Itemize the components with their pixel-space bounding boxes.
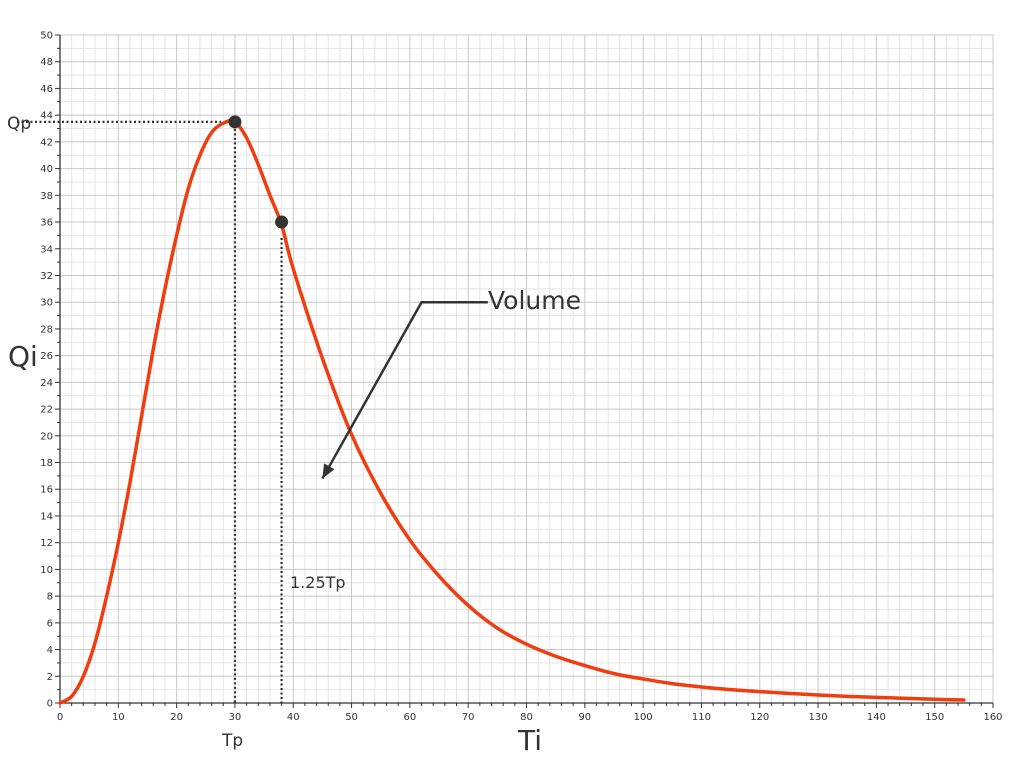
- volume-arrow-line: [321, 300, 488, 480]
- y-tick-label: 40: [40, 164, 53, 175]
- y-tick-label: 42: [40, 137, 53, 148]
- x-tick-label: 130: [809, 712, 828, 723]
- y-tick-label: 26: [40, 351, 53, 362]
- x-axis-title: Ti: [517, 724, 542, 757]
- y-tick-label: 22: [40, 405, 53, 416]
- x-tick-label: 100: [634, 712, 653, 723]
- x-tick-label: 40: [287, 712, 300, 723]
- x-tick-label: 60: [404, 712, 417, 723]
- tp125-marker: [275, 215, 289, 229]
- x-tick-label: 70: [462, 712, 475, 723]
- x-tick-label: 90: [578, 712, 591, 723]
- y-tick-label: 32: [40, 271, 53, 282]
- marker-layer: [228, 115, 289, 229]
- tp125-label: 1.25Tp: [290, 573, 346, 592]
- y-tick-label: 48: [40, 57, 53, 68]
- x-tick-label: 110: [692, 712, 711, 723]
- y-tick-label: 28: [40, 324, 53, 335]
- curve-layer: [58, 118, 966, 705]
- y-tick-label: 24: [40, 378, 53, 389]
- hydrograph-curve: [58, 118, 966, 705]
- annotation-layer: Qp Tp 1.25Tp Volume Ti Qi: [7, 114, 581, 757]
- x-tick-label: 150: [925, 712, 944, 723]
- y-tick-label: 16: [40, 485, 53, 496]
- y-tick-label: 38: [40, 191, 53, 202]
- guide-lines: [17, 120, 283, 703]
- y-axis-title: Qi: [8, 340, 38, 373]
- tp-label: Tp: [221, 731, 243, 751]
- x-tick-label: 160: [983, 712, 1002, 723]
- chart-ticks: 0 10 20 30 40 50 60 70 80 90 100 110 120 130 140 150 160…: [40, 31, 1002, 724]
- volume-arrow-head: [322, 463, 335, 479]
- y-tick-label: 12: [40, 538, 53, 549]
- peak-marker: [228, 115, 242, 129]
- x-tick-label: 0: [57, 712, 63, 723]
- y-tick-label: 4: [47, 645, 53, 656]
- x-tick-label: 20: [170, 712, 183, 723]
- chart-grid: [59, 34, 994, 704]
- y-tick-label: 0: [47, 699, 53, 710]
- x-tick-label: 80: [520, 712, 533, 723]
- x-tick-label: 50: [345, 712, 358, 723]
- qp-label: Qp: [7, 114, 31, 134]
- y-tick-label: 44: [40, 111, 53, 122]
- y-tick-label: 46: [40, 84, 53, 95]
- y-tick-label: 20: [40, 431, 53, 442]
- volume-label: Volume: [488, 286, 581, 315]
- x-tick-label: 120: [750, 712, 769, 723]
- y-tick-label: 30: [40, 298, 53, 309]
- x-tick-label: 30: [229, 712, 242, 723]
- y-tick-label: 14: [40, 511, 53, 522]
- y-tick-label: 36: [40, 218, 53, 229]
- y-tick-label: 8: [47, 592, 53, 603]
- y-tick-label: 6: [47, 618, 53, 629]
- y-tick-label: 34: [40, 244, 53, 255]
- y-tick-label: 50: [40, 31, 53, 42]
- x-tick-label: 140: [867, 712, 886, 723]
- y-tick-label: 10: [40, 565, 53, 576]
- y-tick-label: 2: [47, 672, 53, 683]
- y-tick-label: 18: [40, 458, 53, 469]
- x-tick-label: 10: [112, 712, 125, 723]
